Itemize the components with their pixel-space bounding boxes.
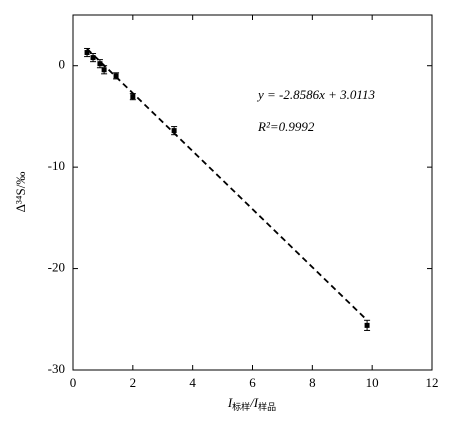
- x-tick-label: 12: [426, 375, 439, 390]
- y-tick-label: -30: [48, 361, 65, 376]
- x-label-part: 样品: [258, 401, 276, 412]
- x-tick-label: 6: [249, 375, 256, 390]
- point: [113, 73, 119, 79]
- point: [97, 61, 103, 67]
- x-axis-label: I标样/I样品: [227, 395, 276, 412]
- x-label-part: 标样: [232, 401, 250, 412]
- point: [101, 67, 107, 73]
- point: [90, 55, 96, 61]
- point: [84, 50, 90, 56]
- point: [171, 128, 177, 134]
- point: [130, 94, 136, 100]
- r-squared: R²=0.9992: [257, 119, 315, 134]
- point: [364, 322, 370, 328]
- x-label-part: I: [227, 395, 233, 410]
- x-tick-label: 2: [130, 375, 137, 390]
- x-tick-label: 4: [189, 375, 196, 390]
- x-tick-label: 8: [309, 375, 316, 390]
- y-tick-label: -10: [48, 158, 65, 173]
- x-tick-label: 10: [366, 375, 379, 390]
- y-tick-label: 0: [59, 57, 66, 72]
- y-tick-label: -20: [48, 260, 65, 275]
- plot-frame: [72, 14, 433, 371]
- fit-equation: y = -2.8586x + 3.0113: [256, 87, 375, 102]
- x-label-part: /I: [249, 395, 259, 410]
- y-axis-label: Δ³⁴S/‰: [13, 172, 28, 213]
- x-tick-label: 0: [70, 375, 77, 390]
